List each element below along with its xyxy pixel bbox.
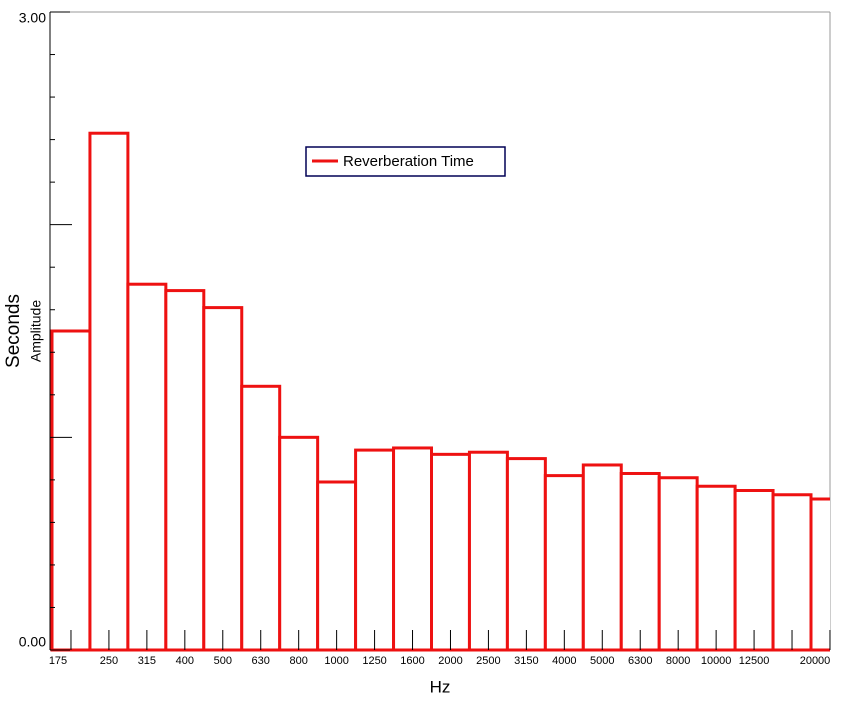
- x-tick-label: 2500: [476, 655, 500, 667]
- bar: [581, 463, 623, 652]
- bar: [430, 452, 471, 652]
- bar: [240, 384, 282, 652]
- x-tick-label: 12500: [739, 655, 770, 667]
- x-tick-label: 4000: [552, 655, 576, 667]
- x-tick-label: 3150: [514, 655, 538, 667]
- bar: [50, 329, 92, 652]
- bar: [88, 131, 130, 652]
- y-axis-title: Seconds: [3, 294, 24, 368]
- bar: [695, 484, 737, 652]
- bar: [278, 435, 320, 652]
- x-tick-label: 5000: [590, 655, 614, 667]
- bar: [392, 446, 433, 652]
- y-tick-label: 0.00: [19, 634, 46, 650]
- x-tick-label: 800: [289, 655, 307, 667]
- bar: [316, 480, 358, 652]
- bar: [164, 289, 206, 652]
- bar: [354, 448, 396, 652]
- x-tick-label: 1000: [324, 655, 348, 667]
- x-tick-label: 10000: [701, 655, 732, 667]
- x-tick-label: 175: [49, 655, 67, 667]
- bar: [809, 497, 830, 652]
- bar: [657, 476, 699, 652]
- bar: [467, 450, 509, 652]
- x-tick-label: 1600: [400, 655, 424, 667]
- x-tick-label: 20000: [800, 655, 831, 667]
- y-axis-subtitle: Amplitude: [28, 300, 44, 362]
- bar: [733, 489, 775, 652]
- legend: [305, 146, 506, 177]
- x-axis-title: Hz: [430, 677, 451, 696]
- x-tick-label: 2000: [438, 655, 462, 667]
- bar: [543, 474, 585, 652]
- bar: [126, 282, 168, 652]
- legend-label: Reverberation Time: [343, 153, 474, 170]
- bar: [619, 471, 661, 652]
- bar: [771, 493, 813, 652]
- x-tick-label: 400: [176, 655, 194, 667]
- x-tick-label: 630: [252, 655, 270, 667]
- x-tick-label: 8000: [666, 655, 690, 667]
- x-tick-label: 1250: [362, 655, 386, 667]
- y-tick-label: 3.00: [19, 10, 46, 26]
- bar: [505, 457, 547, 652]
- x-tick-label: 250: [100, 655, 118, 667]
- x-tick-label: 500: [214, 655, 232, 667]
- bar: [202, 306, 244, 652]
- x-tick-label: 6300: [628, 655, 652, 667]
- x-tick-label: 315: [138, 655, 156, 667]
- bars: [50, 131, 830, 652]
